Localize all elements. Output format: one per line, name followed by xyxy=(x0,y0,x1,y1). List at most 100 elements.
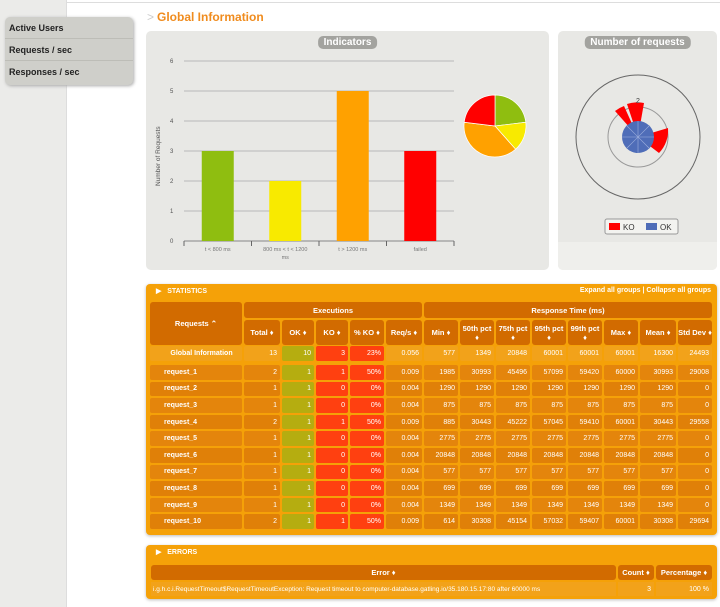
request-name[interactable]: request_4 xyxy=(150,414,242,430)
column-header[interactable]: OK ♦ xyxy=(282,320,314,345)
y-tick-label: 0 xyxy=(170,239,174,245)
errors-header[interactable]: ▶ ERRORS xyxy=(156,549,198,556)
stat-cell: 0 xyxy=(678,398,712,413)
stat-cell: 1349 xyxy=(604,497,638,513)
stat-cell: 577 xyxy=(532,464,566,480)
count-column-header[interactable]: Count ♦ xyxy=(618,565,654,580)
menu-item-responses-sec[interactable]: Responses / sec xyxy=(9,67,80,77)
request-name[interactable]: request_8 xyxy=(150,481,242,496)
column-header[interactable]: 99th pct ♦ xyxy=(568,320,602,345)
y-tick-label: 1 xyxy=(170,209,174,215)
legend-ok-swatch xyxy=(646,223,657,230)
stat-cell: 699 xyxy=(532,481,566,496)
stat-cell: 30308 xyxy=(640,514,676,529)
request-name[interactable]: request_7 xyxy=(150,464,242,480)
stat-cell: 1290 xyxy=(568,381,602,397)
legend-ko-swatch xyxy=(609,223,620,230)
stat-cell: 0.004 xyxy=(386,481,422,496)
column-header[interactable]: 75th pct ♦ xyxy=(496,320,530,345)
stat-cell: 0.009 xyxy=(386,365,422,380)
indicators-title: Indicators xyxy=(317,36,378,49)
stat-cell: 30443 xyxy=(640,414,676,430)
request-name[interactable]: request_3 xyxy=(150,398,242,413)
stat-cell: 57032 xyxy=(532,514,566,529)
request-name[interactable]: Global Information xyxy=(150,346,242,361)
expand-all-link[interactable]: Expand all groups xyxy=(579,287,641,294)
stat-cell: 60001 xyxy=(532,346,566,361)
stat-cell: 875 xyxy=(640,398,676,413)
statistics-header[interactable]: ▶ STATISTICS xyxy=(156,288,208,295)
column-header[interactable]: Requests ⌃ xyxy=(150,302,242,345)
request-name[interactable]: request_1 xyxy=(150,365,242,380)
column-header[interactable]: % KO ♦ xyxy=(350,320,384,345)
column-header[interactable]: 50th pct ♦ xyxy=(460,320,494,345)
stat-cell: 2775 xyxy=(568,431,602,446)
error-message: i.g.h.c.i.RequestTimeout$RequestTimeoutE… xyxy=(151,582,616,596)
stat-cell: 20848 xyxy=(460,448,494,463)
stat-cell: 0 xyxy=(678,497,712,513)
x-tick-label: 800 ms < t < 1200 xyxy=(263,247,307,253)
column-header[interactable]: Min ♦ xyxy=(424,320,458,345)
column-header[interactable]: Req/s ♦ xyxy=(386,320,422,345)
stat-cell: 0 xyxy=(316,497,348,513)
stat-cell: 1349 xyxy=(460,346,494,361)
stat-cell: 3 xyxy=(316,346,348,361)
stat-cell: 1 xyxy=(244,481,280,496)
stat-cell: 1 xyxy=(316,365,348,380)
stat-cell: 577 xyxy=(568,464,602,480)
stat-cell: 0% xyxy=(350,497,384,513)
column-header[interactable]: KO ♦ xyxy=(316,320,348,345)
column-header[interactable]: Std Dev ♦ xyxy=(678,320,712,345)
outer-ring xyxy=(575,74,701,200)
request-name[interactable]: request_10 xyxy=(150,514,242,529)
stat-cell: 1290 xyxy=(532,381,566,397)
stat-cell: 0% xyxy=(350,464,384,480)
legend-ok: OK xyxy=(660,223,672,232)
error-column-header[interactable]: Error ♦ xyxy=(151,565,616,580)
stat-cell: 1 xyxy=(316,414,348,430)
column-header[interactable]: Max ♦ xyxy=(604,320,638,345)
stat-cell: 577 xyxy=(604,464,638,480)
stat-cell: 1290 xyxy=(460,381,494,397)
stat-cell: 699 xyxy=(604,481,638,496)
stat-cell: 0.004 xyxy=(386,431,422,446)
stat-cell: 577 xyxy=(424,346,458,361)
request-name[interactable]: request_5 xyxy=(150,431,242,446)
stat-cell: 30993 xyxy=(460,365,494,380)
stat-cell: 0 xyxy=(316,381,348,397)
stat-cell: 1 xyxy=(244,464,280,480)
stat-cell: 60000 xyxy=(604,365,638,380)
y-tick-label: 2 xyxy=(170,179,174,185)
stat-cell: 1985 xyxy=(424,365,458,380)
column-header[interactable]: Total ♦ xyxy=(244,320,280,345)
stat-cell: 2 xyxy=(244,365,280,380)
column-header[interactable]: 95th pct ♦ xyxy=(532,320,566,345)
stat-cell: 29694 xyxy=(678,514,712,529)
page-title: > Global Information xyxy=(147,10,264,24)
stat-cell: 699 xyxy=(568,481,602,496)
menu-item-requests-sec[interactable]: Requests / sec xyxy=(5,39,133,61)
column-header[interactable]: Mean ♦ xyxy=(640,320,676,345)
menu-item-active-users[interactable]: Active Users xyxy=(5,17,133,39)
stat-cell: 23% xyxy=(350,346,384,361)
number-of-requests-panel: Number of requests 2 KO OK xyxy=(558,31,717,270)
sidebar xyxy=(0,0,67,607)
bar-3 xyxy=(404,151,437,241)
stat-cell: 0.004 xyxy=(386,398,422,413)
stat-cell: 20848 xyxy=(424,448,458,463)
stat-cell: 0 xyxy=(316,398,348,413)
stat-cell: 0.004 xyxy=(386,497,422,513)
stat-cell: 50% xyxy=(350,365,384,380)
stat-cell: 1 xyxy=(282,481,314,496)
stat-cell: 0.009 xyxy=(386,414,422,430)
percentage-column-header[interactable]: Percentage ♦ xyxy=(656,565,712,580)
request-name[interactable]: request_9 xyxy=(150,497,242,513)
x-tick-label: t < 800 ms xyxy=(205,247,231,253)
collapse-all-link[interactable]: Collapse all groups xyxy=(646,287,711,294)
stat-cell: 0 xyxy=(316,448,348,463)
stat-cell: 2775 xyxy=(424,431,458,446)
request-name[interactable]: request_6 xyxy=(150,448,242,463)
request-name[interactable]: request_2 xyxy=(150,381,242,397)
stat-cell: 1 xyxy=(282,497,314,513)
indicators-panel: Indicators 0 1 2 3 4 5 6 Number of Requests t < … xyxy=(146,31,549,270)
